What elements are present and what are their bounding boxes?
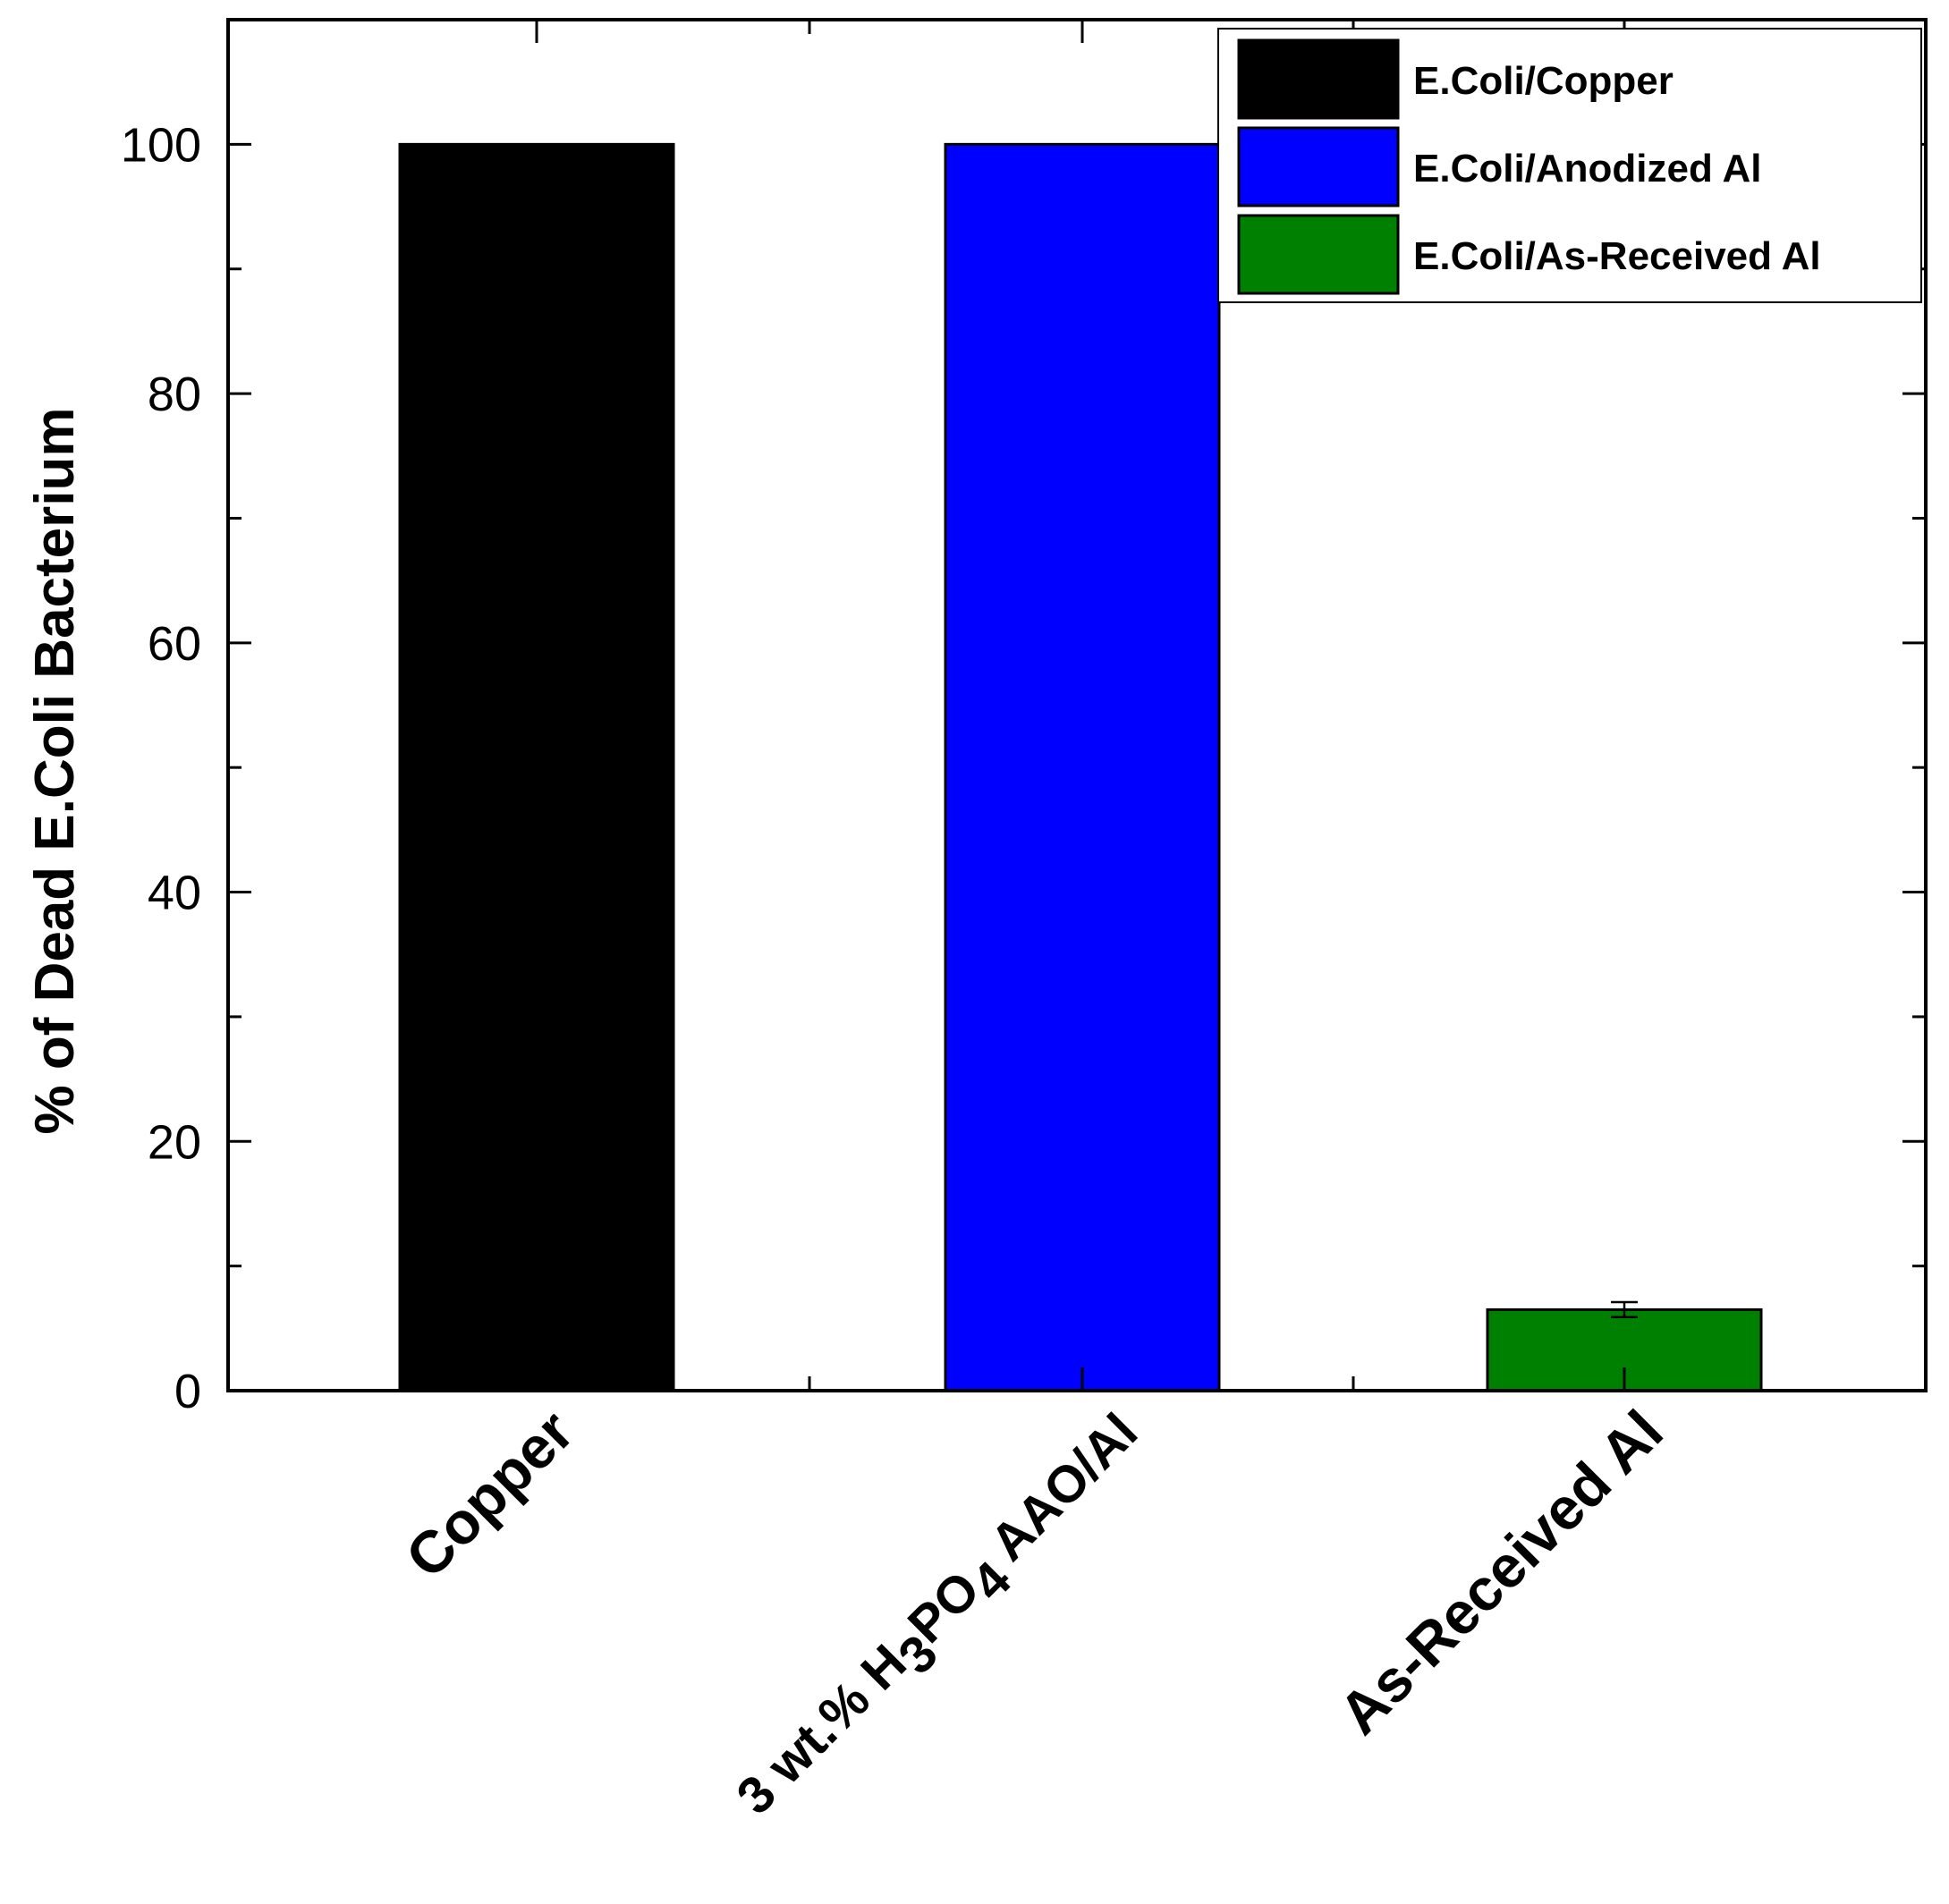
y-tick-label: 100 — [121, 118, 201, 172]
plot-area — [398, 142, 1763, 1392]
x-tick-label-1: Copper — [393, 1398, 586, 1591]
y-tick-label: 80 — [148, 368, 201, 421]
x-tick-label-3: As-Received Al — [1326, 1398, 1675, 1747]
legend-swatch — [1237, 214, 1400, 295]
y-tick-label: 60 — [148, 617, 201, 671]
y-tick-label: 40 — [148, 867, 201, 920]
error-bar — [1611, 1300, 1638, 1319]
legend-swatch — [1237, 38, 1400, 120]
axis-ticks: 0 20 40 60 80 100 — [121, 18, 1926, 1418]
legend-label: E.Coli/Anodized Al — [1413, 147, 1761, 190]
legend-label: E.Coli/As-Received Al — [1413, 234, 1821, 278]
y-tick-label: 0 — [174, 1365, 201, 1418]
x-tick-label-2: 3 wt.% H3PO4 AAO/Al — [725, 1402, 1159, 1836]
legend-label: E.Coli/Copper — [1413, 59, 1674, 103]
x-tick-labels: Copper 3 wt.% H3PO4 AAO/Al As-Received Al — [393, 1398, 1675, 1836]
bar-2 — [944, 142, 1221, 1392]
legend: E.Coli/Copper E.Coli/Anodized Al E.Coli/As… — [1217, 28, 1922, 303]
plot-frame — [226, 18, 1928, 1392]
bar-1 — [398, 142, 675, 1392]
legend-swatch — [1237, 126, 1400, 207]
y-tick-label: 20 — [148, 1115, 201, 1169]
y-axis-label: % of Dead E.Coli Bacterium — [24, 407, 86, 1134]
